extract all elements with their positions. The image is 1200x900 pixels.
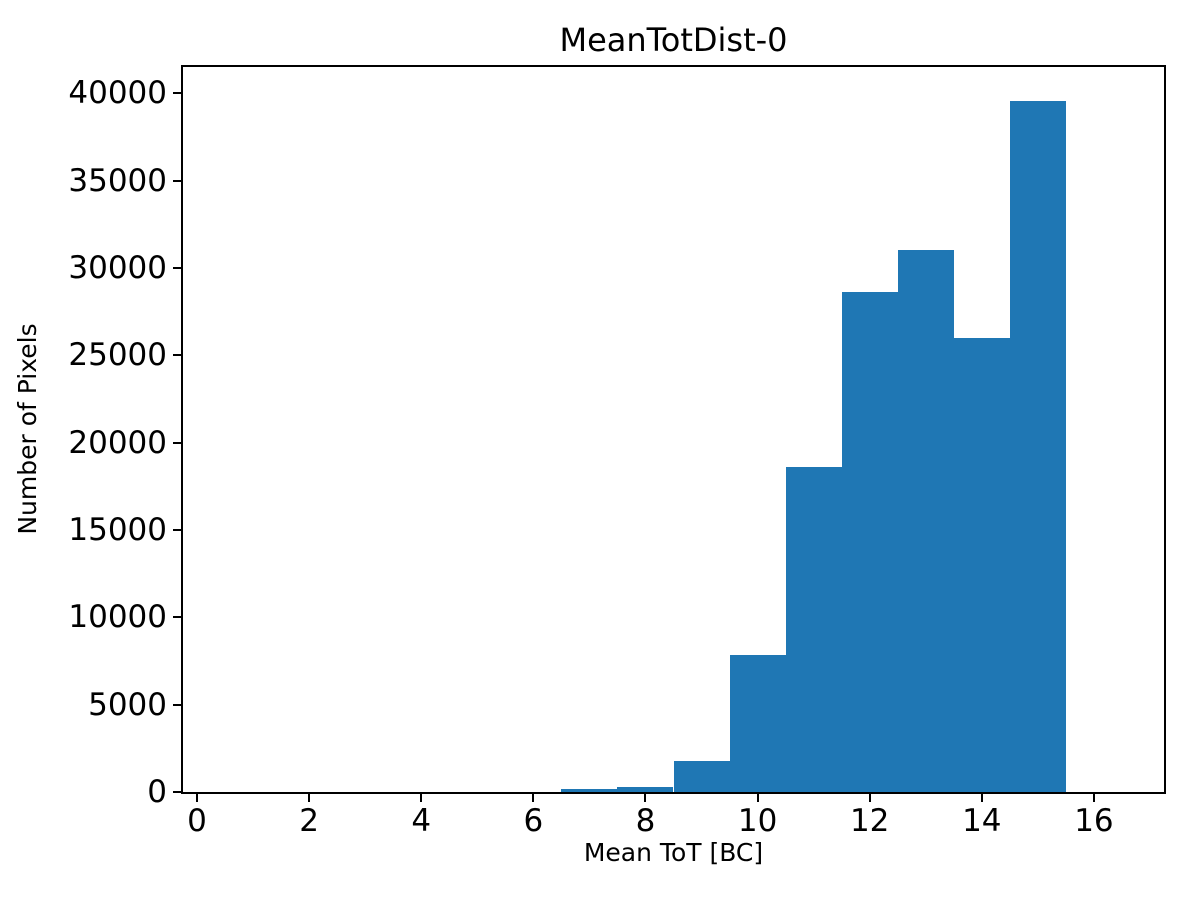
x-tick-mark	[420, 794, 423, 802]
chart-title: MeanTotDist-0	[559, 21, 788, 59]
histogram-bar	[1009, 101, 1066, 792]
x-tick-label: 4	[411, 803, 432, 839]
x-tick-mark	[308, 794, 311, 802]
histogram-bar	[785, 467, 842, 792]
x-tick-label: 12	[849, 803, 890, 839]
y-tick-mark	[173, 791, 181, 793]
x-tick-mark	[532, 794, 535, 802]
plot-area	[181, 65, 1166, 794]
x-tick-label: 0	[187, 803, 207, 839]
x-tick-mark	[756, 794, 759, 802]
y-tick-label: 30000	[68, 249, 167, 286]
x-tick-mark	[644, 794, 647, 802]
x-tick-mark	[1092, 794, 1095, 802]
histogram-bar	[729, 654, 786, 792]
y-tick-label: 35000	[68, 162, 167, 199]
y-tick-mark	[173, 616, 181, 619]
y-tick-mark	[173, 703, 181, 706]
histogram-bar	[673, 760, 730, 792]
x-tick-label: 10	[737, 803, 778, 839]
y-tick-mark	[173, 266, 181, 269]
y-tick-mark	[173, 179, 181, 182]
x-tick-mark	[980, 794, 983, 802]
y-tick-label: 15000	[68, 511, 167, 548]
histogram-bar	[561, 789, 618, 792]
x-tick-mark	[196, 794, 198, 802]
y-tick-label: 20000	[68, 424, 167, 461]
x-tick-label: 2	[299, 803, 319, 839]
histogram-bar	[841, 291, 898, 792]
x-tick-label: 8	[635, 803, 656, 839]
y-tick-mark	[173, 528, 181, 531]
x-tick-label: 6	[523, 803, 544, 839]
x-tick-mark	[868, 794, 871, 802]
y-tick-label: 5000	[88, 686, 167, 723]
histogram-bar	[617, 787, 674, 792]
x-axis-label: Mean ToT [BC]	[583, 838, 764, 867]
y-tick-mark	[173, 92, 181, 95]
histogram-bar	[953, 337, 1010, 792]
y-tick-label: 40000	[68, 75, 167, 112]
y-tick-label: 25000	[68, 337, 167, 374]
y-tick-mark	[173, 441, 181, 444]
y-tick-label: 10000	[68, 599, 167, 636]
x-tick-label: 14	[962, 803, 1002, 839]
y-tick-label: 0	[147, 774, 167, 810]
histogram-bar	[897, 250, 954, 792]
x-tick-label: 16	[1074, 803, 1114, 839]
y-tick-mark	[173, 354, 181, 357]
